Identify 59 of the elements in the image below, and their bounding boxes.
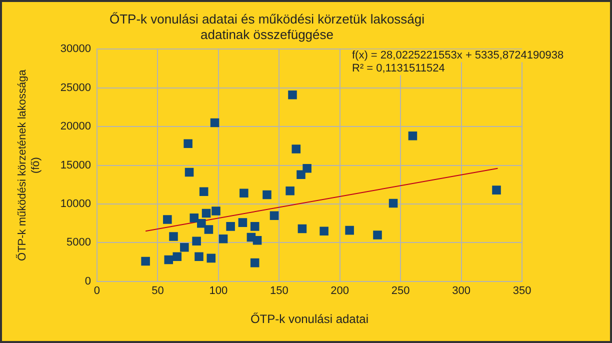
x-tick-label: 50 — [152, 285, 164, 298]
point — [210, 118, 220, 128]
point — [262, 190, 272, 200]
y-tick-label: 30000 — [60, 43, 91, 56]
y-tick-label: 5000 — [66, 236, 91, 249]
point — [226, 222, 235, 231]
point — [320, 226, 328, 236]
point — [190, 214, 199, 222]
point — [218, 234, 228, 244]
point — [298, 224, 307, 234]
y-tick-label: 20000 — [60, 120, 91, 133]
point — [288, 90, 297, 100]
point — [197, 218, 206, 228]
annotation: R² = 0,1131511524 — [352, 62, 445, 75]
annotation: f(x) = 28,0225221553x + 5335,8724190938 — [352, 50, 564, 62]
x-tick-label: 300 — [452, 285, 470, 298]
point — [388, 198, 398, 208]
point — [373, 230, 382, 240]
point — [206, 254, 216, 263]
point — [270, 211, 279, 220]
x-axis-title: ŐTP-k vonulási adatai — [250, 312, 369, 326]
point — [212, 206, 220, 216]
point — [296, 170, 306, 179]
point — [240, 188, 248, 198]
y-tick-label: 25000 — [60, 82, 91, 94]
y-tick-label: 0 — [84, 275, 91, 288]
point — [286, 186, 294, 196]
y-tick-label: 15000 — [60, 159, 91, 172]
point — [292, 144, 301, 154]
point — [202, 208, 211, 218]
point — [164, 255, 174, 264]
x-tick-label: 350 — [512, 285, 532, 298]
point — [141, 256, 150, 266]
x-tick-label: 150 — [270, 285, 288, 298]
point — [194, 252, 204, 262]
point — [302, 164, 312, 173]
x-tick-label: 200 — [330, 285, 350, 298]
point — [408, 132, 418, 140]
point — [492, 186, 501, 194]
y-axis-title: ŐTP-k működési körzetének lakossága (fő) — [16, 68, 42, 261]
point — [184, 139, 192, 148]
point — [204, 225, 214, 234]
point — [192, 236, 201, 246]
point — [250, 222, 260, 231]
y-tick-label: 10000 — [60, 198, 91, 210]
point — [199, 187, 208, 196]
point — [180, 242, 189, 252]
point — [345, 226, 354, 235]
point — [238, 218, 248, 227]
point — [163, 215, 172, 224]
x-tick-label: 250 — [391, 285, 410, 298]
chart-title: ŐTP-k vonulási adatai és működési körzetük lakossági adatinak összefüggése — [109, 11, 425, 42]
point — [252, 236, 262, 245]
x-tick-label: 100 — [209, 285, 228, 298]
point — [172, 252, 182, 262]
point — [169, 232, 178, 241]
point — [184, 168, 194, 177]
x-tick-label: 0 — [94, 285, 100, 298]
point — [250, 258, 260, 268]
